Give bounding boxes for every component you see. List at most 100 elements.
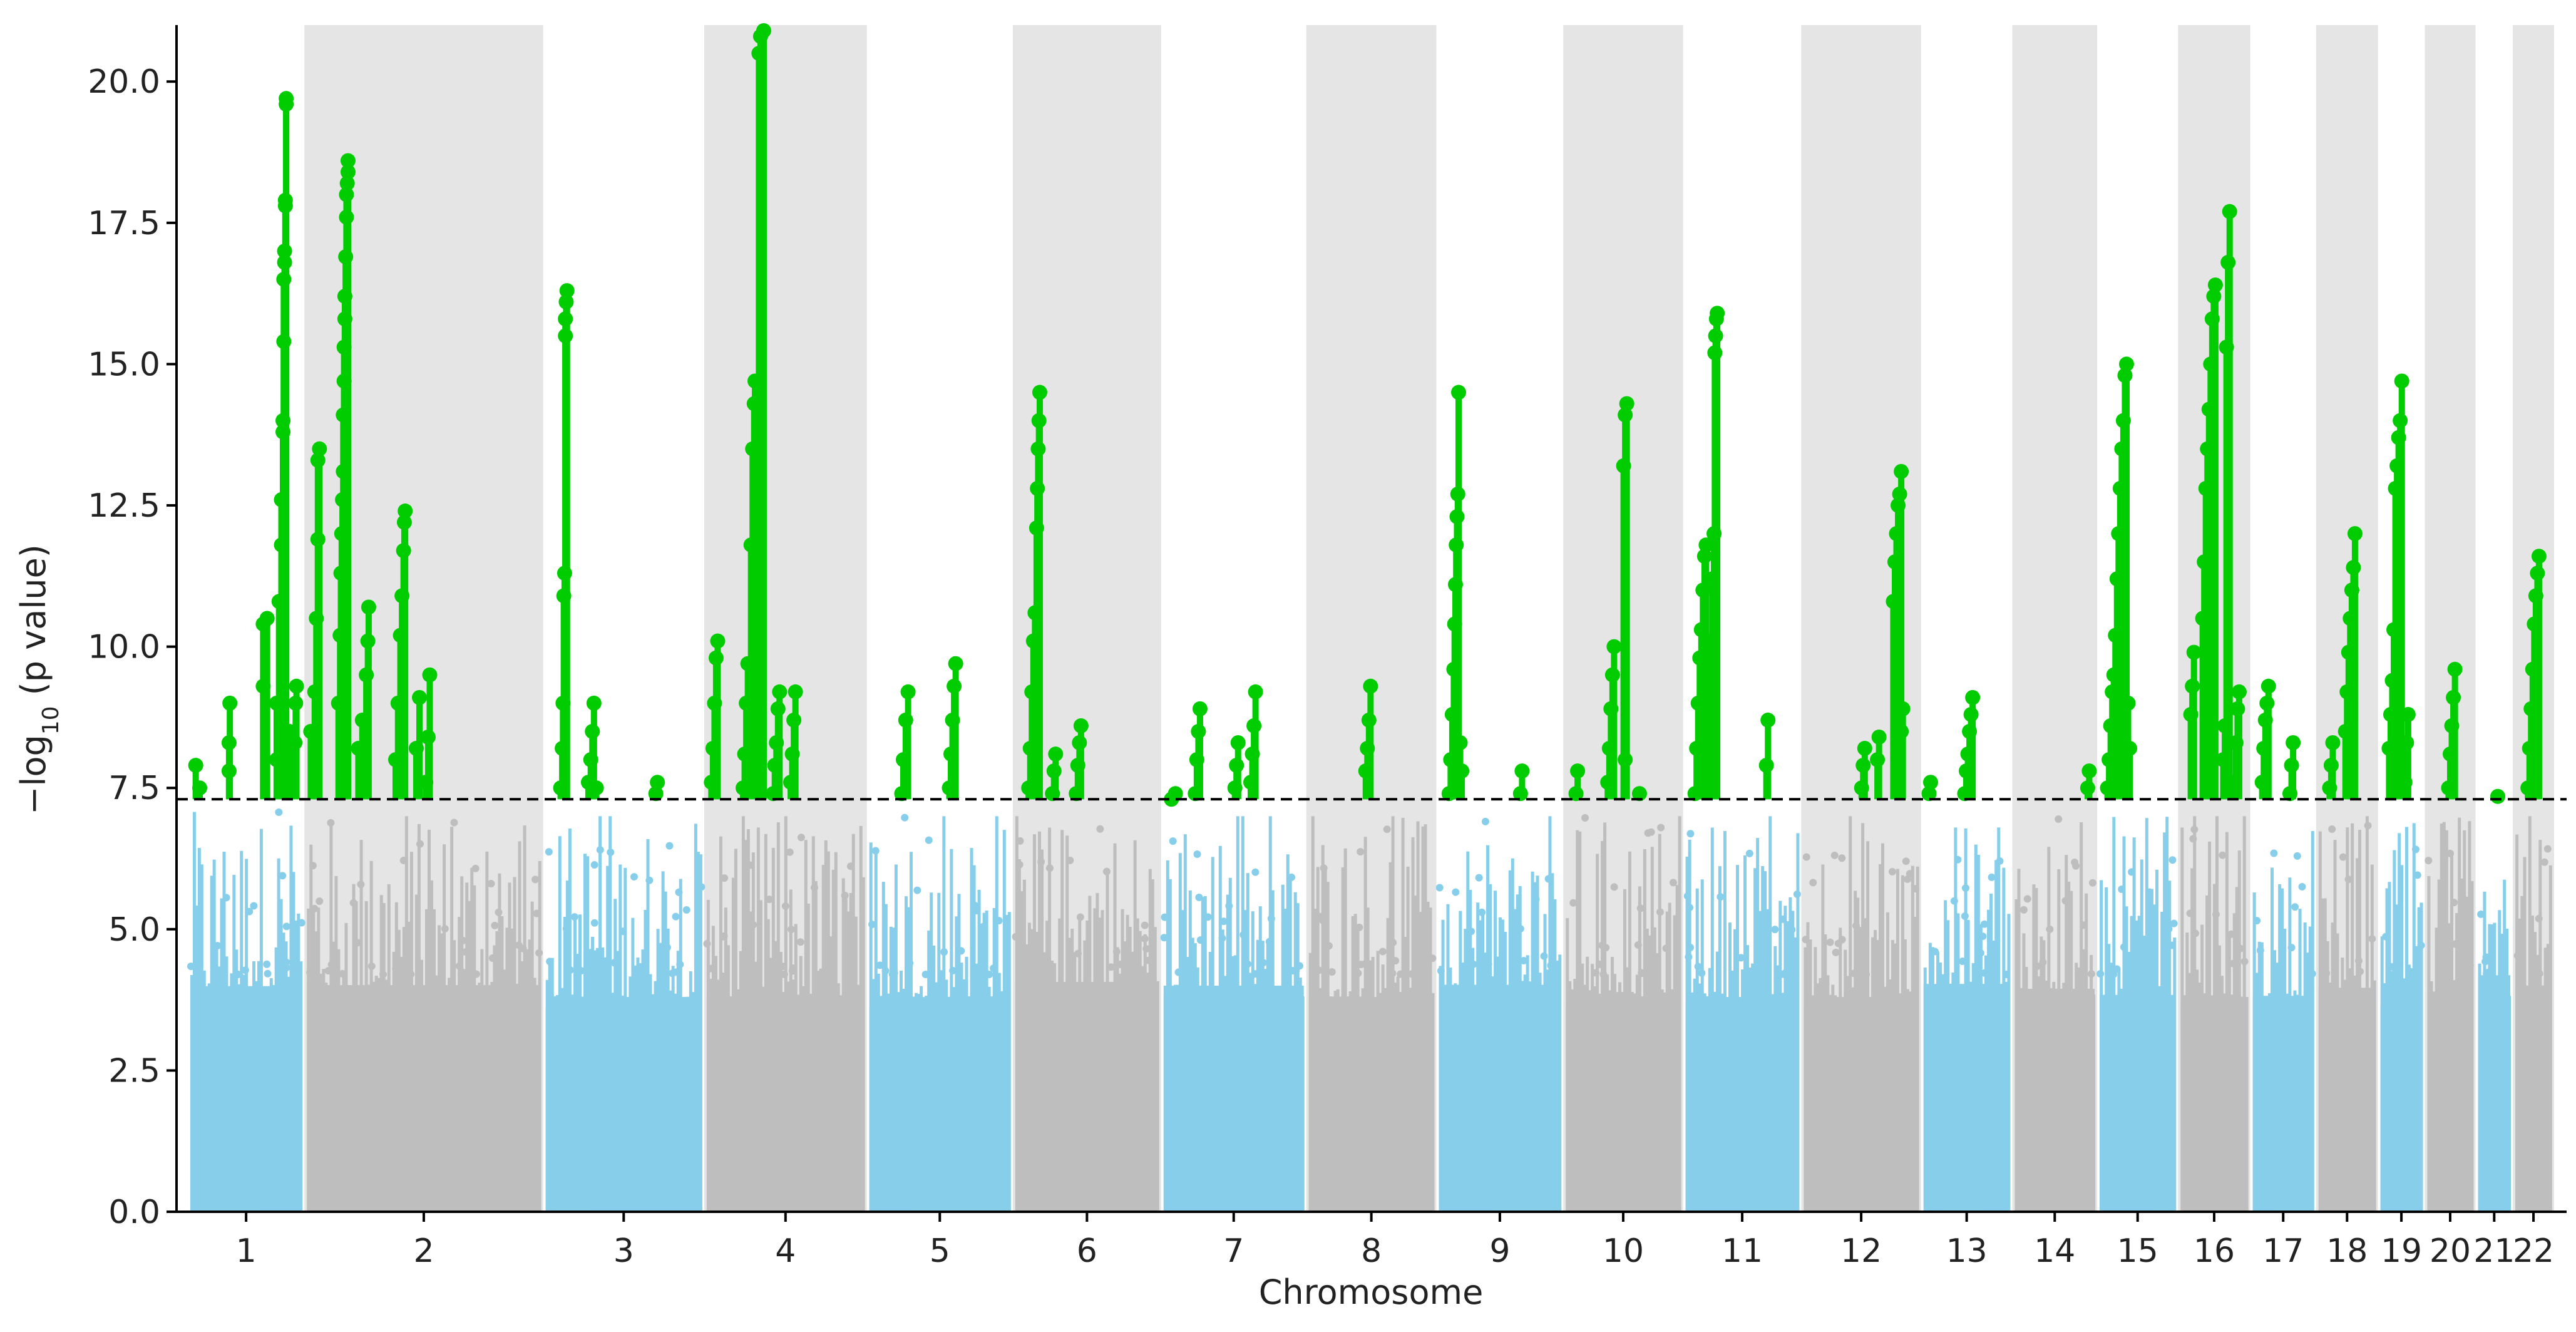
snp-column bbox=[1791, 911, 1795, 1212]
snp-column bbox=[2052, 981, 2056, 1212]
snp-column bbox=[1891, 940, 1894, 1212]
snp-column bbox=[2432, 995, 2436, 1212]
snp-point bbox=[1074, 949, 1082, 958]
snp-point bbox=[1021, 968, 1029, 976]
snp-column bbox=[1879, 864, 1882, 1212]
snp-column bbox=[1903, 939, 1907, 1212]
snp-column bbox=[791, 979, 795, 1212]
snp-point bbox=[881, 967, 890, 975]
snp-column bbox=[563, 916, 567, 1212]
snp-column bbox=[294, 920, 298, 1212]
snp-column bbox=[1474, 996, 1477, 1212]
snp-column bbox=[1346, 996, 1350, 1212]
snp-column bbox=[1854, 891, 1857, 1212]
snp-point bbox=[276, 947, 284, 956]
snp-column bbox=[910, 852, 913, 1212]
snp-column bbox=[1695, 888, 1699, 1212]
snp-column bbox=[2546, 944, 2550, 1212]
snp-column bbox=[2235, 887, 2239, 1212]
significant-snp-point bbox=[1048, 746, 1064, 762]
x-tick-label-20: 20 bbox=[2430, 1232, 2471, 1270]
snp-column bbox=[1376, 951, 1380, 1212]
snp-point bbox=[1096, 825, 1104, 833]
snp-column bbox=[332, 941, 336, 1212]
snp-column bbox=[227, 989, 231, 1212]
snp-point bbox=[1698, 969, 1706, 977]
snp-column bbox=[2385, 888, 2389, 1212]
snp-column bbox=[2488, 924, 2491, 1212]
snp-column bbox=[1648, 935, 1651, 1212]
snp-point bbox=[282, 964, 290, 972]
snp-column bbox=[453, 940, 456, 1212]
snp-point bbox=[742, 921, 751, 929]
snp-point bbox=[282, 958, 290, 966]
snp-column bbox=[1148, 869, 1152, 1212]
snp-point bbox=[1686, 830, 1695, 838]
snp-column bbox=[1378, 993, 1382, 1212]
snp-column bbox=[1866, 841, 1870, 1212]
snp-column bbox=[414, 894, 418, 1212]
y-tick-label: 0.0 bbox=[108, 1194, 160, 1231]
snp-column bbox=[2348, 968, 2352, 1212]
snp-column bbox=[1591, 964, 1594, 1212]
snp-column bbox=[2370, 864, 2374, 1212]
snp-column bbox=[530, 901, 534, 1212]
snp-column bbox=[217, 966, 221, 1212]
snp-column bbox=[1705, 996, 1709, 1212]
snp-point bbox=[1325, 942, 1333, 950]
snp-column bbox=[2085, 893, 2088, 1212]
snp-column bbox=[2262, 996, 2266, 1212]
snp-column bbox=[1116, 947, 1119, 1212]
snp-point bbox=[1988, 873, 1996, 881]
snp-column bbox=[2092, 994, 2096, 1212]
snp-column bbox=[1839, 927, 1842, 1212]
snp-column bbox=[1181, 910, 1184, 1212]
snp-point bbox=[2328, 825, 2336, 833]
snp-point bbox=[2446, 849, 2455, 857]
snp-column bbox=[920, 986, 923, 1212]
snp-point bbox=[846, 862, 854, 870]
x-tick-label-12: 12 bbox=[1840, 1232, 1882, 1270]
snp-point bbox=[752, 961, 761, 969]
y-axis-title-rest: (p value) bbox=[14, 544, 53, 706]
snp-column bbox=[2478, 963, 2481, 1212]
significant-snp-point bbox=[2231, 684, 2247, 700]
snp-column bbox=[2142, 936, 2146, 1212]
snp-column bbox=[1208, 951, 1212, 1212]
snp-column bbox=[1411, 837, 1415, 1212]
snp-point bbox=[721, 874, 729, 882]
y-axis-ticks: 0.0 2.5 5.0 7.5 10.0 12.5 15.0 17.5 20.0 bbox=[88, 63, 177, 1231]
snp-column bbox=[1321, 845, 1325, 1212]
snp-column bbox=[2130, 916, 2133, 1212]
snp-point bbox=[2322, 969, 2331, 977]
significant-snp-point bbox=[2120, 695, 2136, 711]
snp-column bbox=[1720, 993, 1724, 1212]
significant-snp-point bbox=[2490, 788, 2506, 804]
snp-point bbox=[2451, 940, 2460, 948]
snp-column bbox=[2548, 865, 2552, 1212]
snp-column bbox=[1781, 993, 1785, 1212]
snp-column bbox=[957, 894, 961, 1212]
snp-point bbox=[797, 834, 805, 842]
snp-column bbox=[1809, 939, 1812, 1212]
snp-column bbox=[312, 906, 316, 1212]
snp-column bbox=[2301, 996, 2304, 1212]
snp-column bbox=[1258, 906, 1262, 1212]
snp-column bbox=[1276, 995, 1280, 1212]
snp-point bbox=[2425, 857, 2433, 865]
snp-column bbox=[651, 994, 655, 1212]
snp-point bbox=[2477, 910, 2485, 918]
snp-column bbox=[1108, 996, 1112, 1212]
snp-column bbox=[272, 984, 275, 1212]
snp-column bbox=[1236, 816, 1239, 1212]
snp-column bbox=[2343, 979, 2347, 1212]
snp-point bbox=[2391, 964, 2399, 972]
snp-column bbox=[1913, 917, 1917, 1212]
snp-column bbox=[2490, 924, 2494, 1212]
x-tick-label-7: 7 bbox=[1223, 1232, 1244, 1270]
snp-column bbox=[1366, 907, 1370, 1212]
snp-column bbox=[1469, 889, 1472, 1212]
snp-column bbox=[1201, 897, 1204, 1212]
snp-column bbox=[1426, 901, 1430, 1212]
snp-point bbox=[2253, 917, 2261, 925]
